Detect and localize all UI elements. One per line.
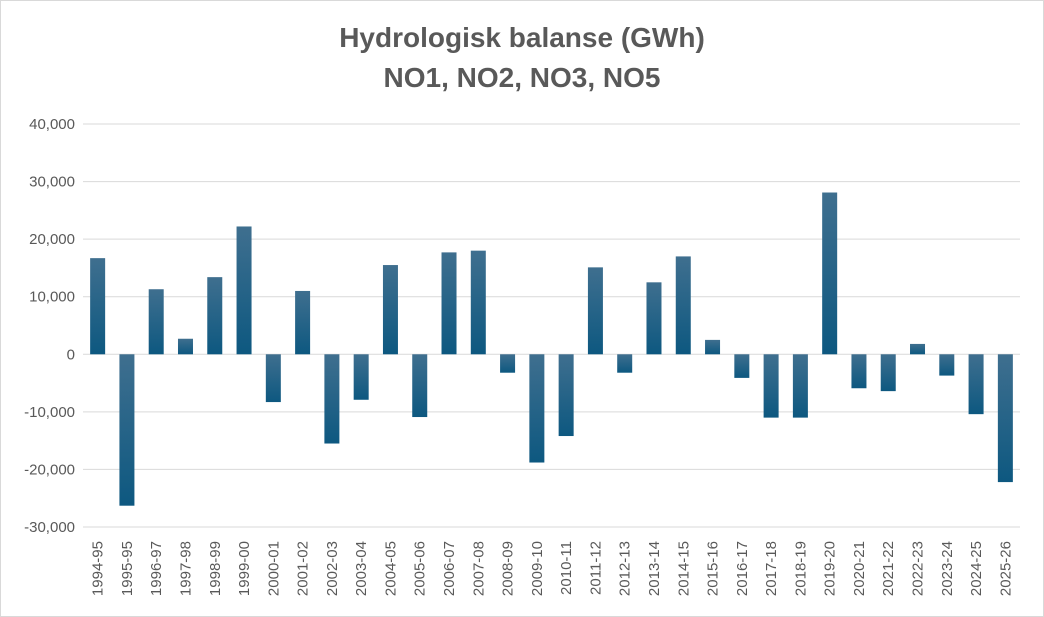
- bar-2005-06: [412, 354, 428, 418]
- bar-2007-08: [470, 250, 486, 355]
- bar-1997-98: [177, 338, 193, 355]
- bars: [90, 192, 1013, 506]
- x-tick-label: 2009-10: [529, 541, 546, 596]
- x-tick-label: 2012-13: [617, 541, 634, 596]
- y-tick-label: 10,000: [29, 289, 75, 306]
- gridlines: [83, 123, 1020, 528]
- bar-2016-17: [734, 354, 750, 378]
- bar-2022-23: [910, 343, 926, 355]
- bar-1995-95: [119, 354, 135, 506]
- y-tick-label: 0: [67, 346, 75, 363]
- y-axis-labels: -30,000 -20,000 -10,000 0 10,000 20,000 30,000…: [24, 116, 75, 536]
- y-tick-label: -10,000: [24, 404, 75, 421]
- bar-2009-10: [529, 354, 545, 463]
- x-tick-label: 2007-08: [470, 541, 487, 596]
- x-tick-label: 1997-98: [177, 541, 194, 596]
- x-tick-label: 1996-97: [148, 541, 165, 596]
- bar-2021-22: [880, 354, 896, 392]
- x-tick-label: 2023-24: [939, 541, 956, 596]
- bar-2015-16: [705, 339, 721, 355]
- x-tick-label: 2022-23: [910, 541, 927, 596]
- x-tick-label: 2024-25: [968, 541, 985, 596]
- x-tick-label: 2010-11: [558, 541, 575, 595]
- bar-2013-14: [646, 282, 662, 355]
- x-tick-label: 2014-15: [675, 541, 692, 596]
- x-tick-label: 2001-02: [295, 541, 312, 596]
- x-tick-label: 1995-95: [119, 541, 136, 596]
- bar-2014-15: [675, 256, 691, 355]
- x-tick-label: 2018-19: [792, 541, 809, 596]
- bar-2004-05: [382, 265, 398, 355]
- x-tick-label: 2004-05: [382, 541, 399, 596]
- y-tick-label: 30,000: [29, 174, 75, 191]
- x-axis-labels: 1994-95 1995-95 1996-97 1997-98 1998-99 1999-…: [90, 541, 1015, 596]
- y-tick-label: -30,000: [24, 519, 75, 536]
- y-tick-label: -20,000: [24, 461, 75, 478]
- x-tick-label: 2016-17: [734, 541, 751, 596]
- x-tick-label: 2002-03: [324, 541, 341, 596]
- bar-2024-25: [968, 354, 984, 415]
- x-tick-label: 1999-00: [236, 541, 253, 596]
- bar-2001-02: [295, 290, 311, 355]
- x-tick-label: 2025-26: [997, 541, 1014, 596]
- bar-2017-18: [763, 354, 779, 418]
- bar-1998-99: [207, 277, 223, 355]
- y-tick-label: 20,000: [29, 231, 75, 248]
- x-tick-label: 2019-20: [822, 541, 839, 596]
- x-tick-label: 2003-04: [353, 541, 370, 596]
- bar-2018-19: [792, 354, 808, 418]
- bar-2012-13: [617, 354, 633, 373]
- bar-2020-21: [851, 354, 867, 389]
- bar-2025-26: [997, 354, 1013, 483]
- x-tick-label: 2020-21: [851, 541, 868, 596]
- x-tick-label: 2006-07: [441, 541, 458, 596]
- bar-2010-11: [558, 354, 574, 437]
- bar-2008-09: [500, 354, 516, 373]
- x-tick-label: 2015-16: [705, 541, 722, 596]
- x-tick-label: 1994-95: [90, 541, 107, 596]
- x-tick-label: 2008-09: [500, 541, 517, 596]
- chart-subtitle: NO1, NO2, NO3, NO5: [383, 62, 661, 93]
- chart-title: Hydrologisk balanse (GWh): [339, 22, 705, 53]
- x-tick-label: 2000-01: [265, 541, 282, 596]
- bar-2000-01: [265, 354, 281, 403]
- x-tick-label: 2005-06: [412, 541, 429, 596]
- x-tick-label: 2017-18: [763, 541, 780, 596]
- bar-2006-07: [441, 252, 457, 355]
- x-tick-label: 2011-12: [587, 541, 604, 595]
- bar-1999-00: [236, 226, 252, 355]
- x-tick-label: 2013-14: [646, 541, 663, 596]
- bar-1996-97: [148, 289, 164, 355]
- bar-2003-04: [353, 354, 369, 400]
- bar-2011-12: [587, 267, 603, 355]
- bar-2019-20: [822, 192, 838, 355]
- x-tick-label: 1998-99: [207, 541, 224, 596]
- bar-1994-95: [90, 258, 106, 355]
- y-tick-label: 40,000: [29, 116, 75, 133]
- x-tick-label: 2021-22: [880, 541, 897, 596]
- bar-2002-03: [324, 354, 340, 444]
- bar-2023-24: [939, 354, 955, 376]
